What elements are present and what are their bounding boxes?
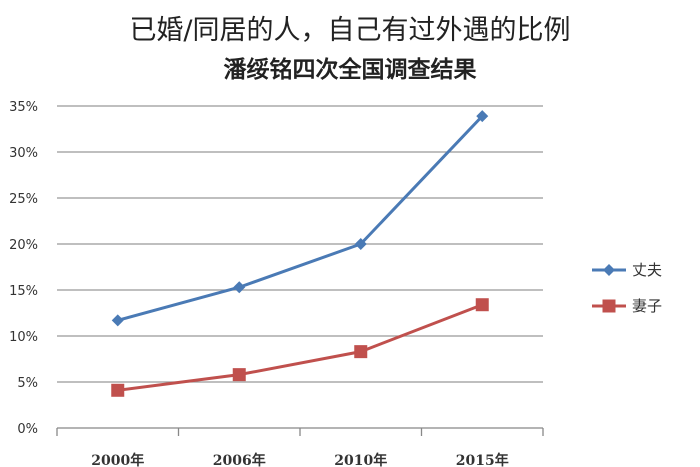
x-tick-label: 2010年 <box>334 452 387 467</box>
data-point <box>354 345 368 359</box>
y-tick-label: 0% <box>17 422 38 437</box>
chart-subtitle: 潘绥铭四次全国调查结果 <box>223 56 477 83</box>
data-point <box>233 281 246 294</box>
x-tick-label: 2006年 <box>213 452 266 467</box>
legend-label: 丈夫 <box>632 261 662 279</box>
y-tick-label: 15% <box>9 284 38 299</box>
legend-label: 妻子 <box>632 297 662 315</box>
data-point <box>111 383 125 397</box>
data-point <box>111 314 124 327</box>
y-tick-label: 10% <box>9 330 38 345</box>
x-tick-label: 2000年 <box>91 452 144 467</box>
data-point <box>475 298 489 312</box>
y-tick-label: 25% <box>9 192 38 207</box>
data-point <box>476 110 489 123</box>
data-point <box>232 368 246 382</box>
y-tick-label: 20% <box>9 238 38 253</box>
y-tick-label: 30% <box>9 146 38 161</box>
y-tick-label: 5% <box>17 376 38 391</box>
series-line-丈夫 <box>117 115 484 322</box>
series-line-妻子 <box>117 303 483 392</box>
x-tick-label: 2015年 <box>456 452 509 467</box>
legend-marker <box>602 299 616 313</box>
chart-title: 已婚/同居的人，自己有过外遇的比例 <box>129 15 571 46</box>
legend-marker <box>603 264 615 276</box>
data-point <box>354 238 367 250</box>
y-tick-label: 35% <box>9 100 38 115</box>
